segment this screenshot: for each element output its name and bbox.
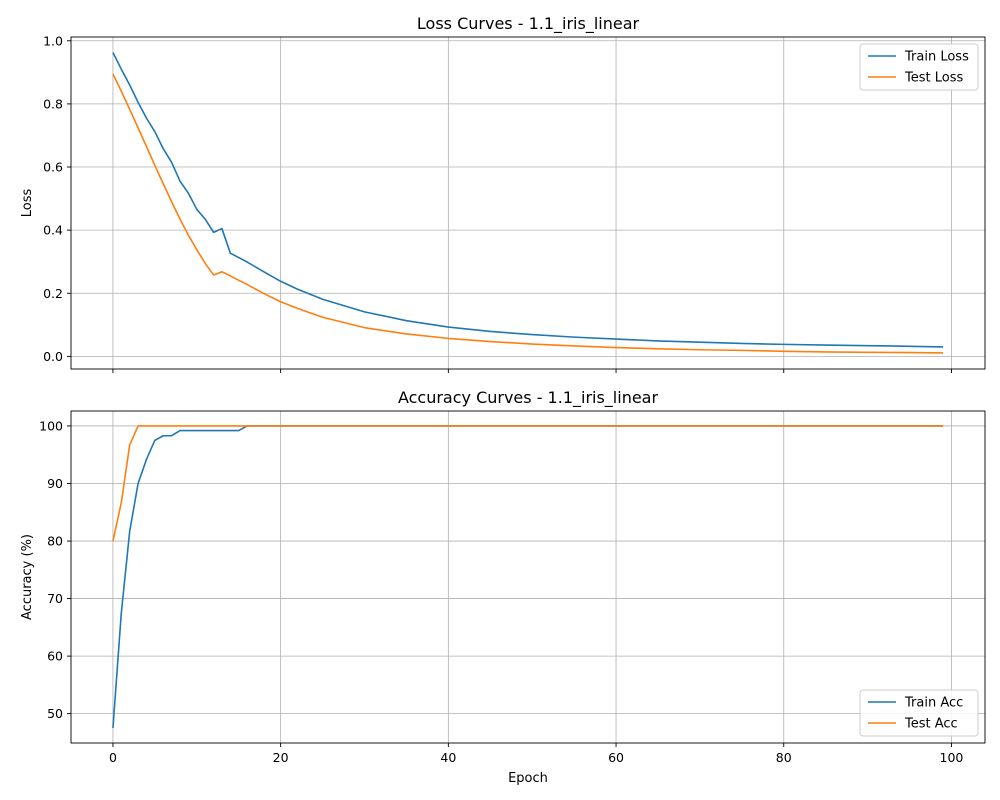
y-tick-label: 50 (47, 706, 63, 721)
series-line-train-loss (112, 52, 944, 348)
legend-label: Test Acc (904, 717, 958, 732)
series-line-train-acc (112, 425, 944, 729)
legend-label: Test Loss (904, 71, 963, 86)
y-tick-label: 0.8 (43, 96, 63, 111)
x-tick-label: 40 (440, 750, 456, 765)
x-tick-label: 20 (273, 750, 289, 765)
x-tick-label: 0 (109, 750, 117, 765)
y-axis-label: Accuracy (%) (20, 534, 35, 620)
x-axis-label: Epoch (508, 771, 548, 786)
y-tick-label: 70 (47, 591, 63, 606)
loss-chart: 0.0 0.2 0.4 0.6 0.8 1.0 Loss Curves - 1.1_iris… (20, 14, 986, 373)
y-tick-label: 1.0 (43, 33, 63, 48)
legend: Train Acc Test Acc (859, 689, 979, 737)
y-tick-label: 60 (47, 649, 63, 664)
x-tick-label: 100 (940, 750, 964, 765)
series-line-test-loss (112, 73, 944, 354)
x-tick-label: 80 (776, 750, 792, 765)
legend-label: Train Acc (904, 696, 963, 711)
axes-frame (70, 36, 986, 370)
series-line-test-acc (112, 425, 944, 542)
legend-label: Train Loss (904, 50, 969, 65)
axes-frame (70, 410, 986, 744)
y-tick-label: 0.2 (43, 286, 63, 301)
y-tick-label: 0.0 (43, 349, 63, 364)
accuracy-chart: 0 20 40 60 80 100 50 60 70 80 90 100 Accuracy Curves… (20, 388, 986, 786)
y-axis-label: Loss (20, 189, 35, 218)
y-tick-label: 80 (47, 534, 63, 549)
chart-title: Accuracy Curves - 1.1_iris_linear (398, 388, 659, 408)
y-tick-label: 90 (47, 476, 63, 491)
chart-title: Loss Curves - 1.1_iris_linear (417, 14, 640, 34)
x-tick-label: 60 (608, 750, 624, 765)
legend: Train Loss Test Loss (859, 43, 979, 91)
y-tick-label: 100 (39, 418, 63, 433)
y-tick-label: 0.6 (43, 160, 63, 175)
y-tick-label: 0.4 (43, 223, 63, 238)
